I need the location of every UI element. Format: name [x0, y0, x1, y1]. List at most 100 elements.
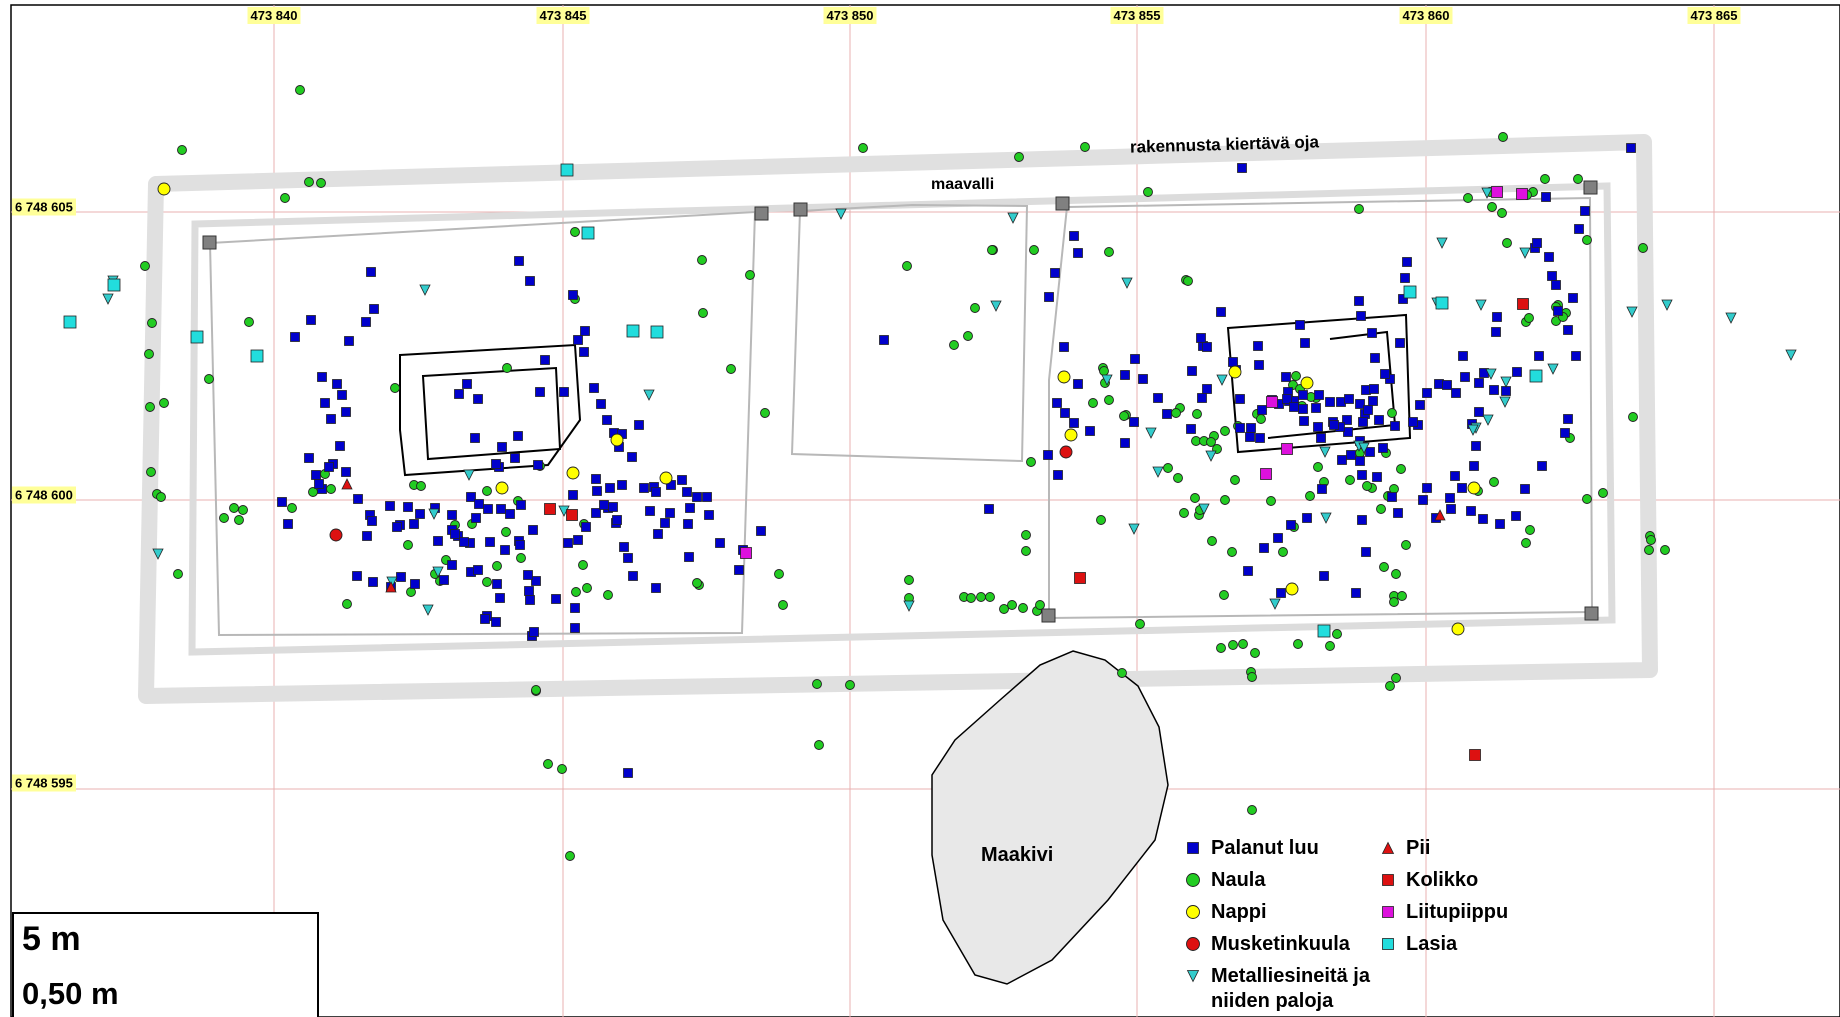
nail-find: [204, 374, 214, 384]
bone-find: [1474, 407, 1484, 417]
x-tick-label: 473 850: [823, 7, 877, 24]
bone-find: [314, 479, 324, 489]
bone-find: [581, 522, 591, 532]
nail-find: [1220, 495, 1230, 505]
bone-find: [623, 768, 633, 778]
bone-find: [660, 518, 670, 528]
legend-label: Pii: [1406, 837, 1431, 859]
legend: Palanut luu Naula Nappi Musketinkuula Metall…: [1185, 836, 1545, 1016]
nail-find: [146, 467, 156, 477]
bone-find: [715, 538, 725, 548]
metal-find: [1481, 187, 1493, 199]
bone-find: [1445, 493, 1455, 503]
legend-item-flint: Pii: [1380, 836, 1430, 861]
nail-find: [1119, 411, 1129, 421]
nail-find: [403, 540, 413, 550]
nail-find: [1396, 464, 1406, 474]
bone-find: [683, 519, 693, 529]
bone-find: [483, 504, 493, 514]
metal-find: [1269, 598, 1281, 610]
nail-find: [904, 575, 914, 585]
bone-find: [540, 355, 550, 365]
bone-find: [535, 387, 545, 397]
bone-find: [1351, 588, 1361, 598]
coin-find: [544, 503, 556, 515]
nail-find: [1628, 412, 1638, 422]
button-legend-symbol: [1185, 904, 1201, 920]
glass-find: [650, 325, 664, 339]
metal-find: [1320, 512, 1332, 524]
bone-find: [471, 513, 481, 523]
nail-find: [1216, 643, 1226, 653]
nail-find: [531, 685, 541, 695]
bone-find: [619, 542, 629, 552]
corner-post: [1055, 196, 1070, 211]
bone-find: [1422, 388, 1432, 398]
bone-find: [335, 441, 345, 451]
bone-find: [1365, 447, 1375, 457]
nail-find: [1173, 473, 1183, 483]
bone-find: [1442, 380, 1452, 390]
bone-find: [1299, 416, 1309, 426]
metal-find: [1467, 424, 1479, 436]
bone-find: [1387, 492, 1397, 502]
nail-find: [1487, 202, 1497, 212]
bone-find: [1313, 422, 1323, 432]
nail-find: [1502, 238, 1512, 248]
bone-find: [651, 487, 661, 497]
bone-find: [627, 452, 637, 462]
bone-find: [623, 553, 633, 563]
bone-find: [447, 560, 457, 570]
nail-find: [1163, 463, 1173, 473]
bone-find: [385, 501, 395, 511]
bone-find: [1197, 393, 1207, 403]
nail-find: [1646, 535, 1656, 545]
bone-find: [1343, 427, 1353, 437]
nail-find: [1247, 805, 1257, 815]
nail-find: [1389, 597, 1399, 607]
bone-find: [1325, 397, 1335, 407]
glass-find: [1435, 296, 1449, 310]
nail-find: [492, 561, 502, 571]
nail-find: [692, 578, 702, 588]
bone-find: [473, 565, 483, 575]
bone-find: [1369, 384, 1379, 394]
nail-find: [1489, 477, 1499, 487]
bone-find: [1085, 426, 1095, 436]
bone-find: [1469, 461, 1479, 471]
hearth-east: [1226, 313, 1412, 454]
legend-label: Naula: [1211, 869, 1266, 891]
corner-post: [1041, 608, 1056, 623]
bone-find: [1380, 369, 1390, 379]
nail-find: [501, 527, 511, 537]
nail-find: [316, 178, 326, 188]
nail-find: [1035, 600, 1045, 610]
nail-find: [1021, 546, 1031, 556]
nail-find: [603, 590, 613, 600]
bone-find: [459, 537, 469, 547]
button-find: [566, 466, 580, 480]
button-find: [659, 471, 673, 485]
nail-find: [902, 261, 912, 271]
bone-find: [524, 586, 534, 596]
bone-find: [450, 529, 460, 539]
bone-find: [1344, 394, 1354, 404]
bone-find: [1053, 470, 1063, 480]
bone-legend-marker: [1187, 842, 1199, 854]
ditch-outline: [138, 134, 1658, 704]
nail-find: [238, 505, 248, 515]
nail-find: [565, 851, 575, 861]
corner-post: [1583, 180, 1598, 195]
coin-find: [1469, 749, 1481, 761]
legend-label: Metalliesineitä ja niiden paloja: [1211, 965, 1370, 1012]
bone-find: [1235, 423, 1245, 433]
bone-find: [1243, 566, 1253, 576]
nail-find: [745, 270, 755, 280]
nail-find: [1401, 540, 1411, 550]
scale-box: 5 m 0,50 m: [12, 912, 319, 1017]
bone-find: [573, 335, 583, 345]
bone-find: [326, 414, 336, 424]
metal-find: [1007, 212, 1019, 224]
button-find: [1451, 622, 1465, 636]
bone-find: [368, 577, 378, 587]
